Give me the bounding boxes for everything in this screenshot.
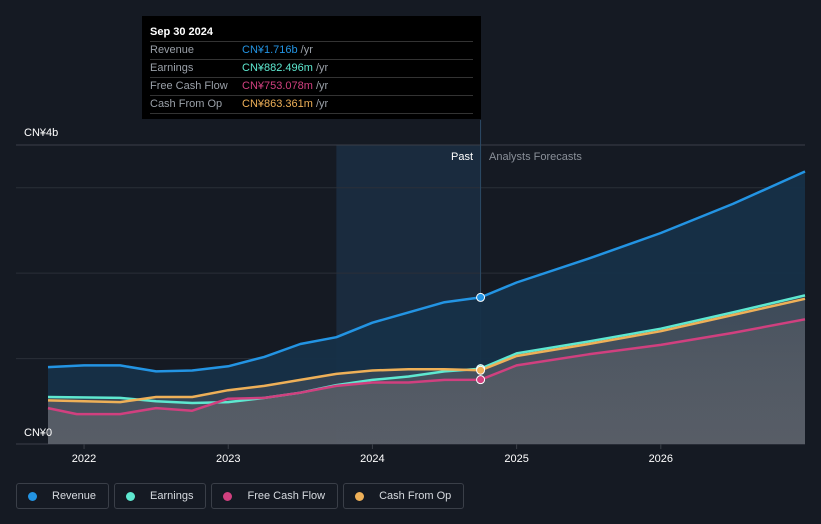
legend-label: Free Cash Flow xyxy=(247,490,326,502)
tooltip-unit: /yr xyxy=(315,80,329,92)
tooltip-label: Cash From Op xyxy=(150,98,223,110)
tooltip-value: CN¥753.078m xyxy=(242,80,313,92)
area-cash-from-op xyxy=(48,298,805,444)
legend-item-free-cash-flow[interactable]: Free Cash Flow xyxy=(211,483,339,509)
x-tick-label: 2023 xyxy=(216,453,240,465)
tooltip-label: Revenue xyxy=(150,44,195,56)
legend-item-revenue[interactable]: Revenue xyxy=(16,483,110,509)
legend-label: Revenue xyxy=(52,490,97,502)
tooltip-unit: /yr xyxy=(315,98,329,110)
x-tick-label: 2025 xyxy=(504,453,528,465)
point-revenue[interactable] xyxy=(476,292,486,302)
x-tick-label: 2026 xyxy=(649,453,673,465)
point-cash-from-op[interactable] xyxy=(476,365,486,375)
tooltip-value: CN¥1.716b xyxy=(242,44,298,56)
tooltip-label: Free Cash Flow xyxy=(150,80,228,92)
legend-dot-icon xyxy=(126,491,136,501)
line-earnings xyxy=(47,294,806,405)
legend-dot-icon xyxy=(223,491,233,501)
tooltip-row: Revenue CN¥1.716b/yr xyxy=(150,42,473,60)
tooltip-unit: /yr xyxy=(315,62,329,74)
x-tick-label: 2022 xyxy=(72,453,96,465)
legend-dot-icon xyxy=(28,491,37,501)
legend-label: Earnings xyxy=(150,490,194,502)
tooltip-label: Earnings xyxy=(150,62,194,74)
legend-item-earnings[interactable]: Earnings xyxy=(114,483,207,509)
legend: Revenue Earnings Free Cash Flow Cash From O… xyxy=(16,483,465,509)
line-free-cash-flow xyxy=(47,318,806,416)
tooltip-row: Free Cash Flow CN¥753.078m/yr xyxy=(150,78,473,96)
tooltip: Sep 30 2024 Revenue CN¥1.716b/yr Earnings C… xyxy=(142,16,481,119)
tooltip-date: Sep 30 2024 xyxy=(150,24,473,42)
y-axis-top-label: CN¥4b xyxy=(24,127,58,139)
y-axis-zero-label: CN¥0 xyxy=(24,427,52,439)
legend-item-cash-from-op[interactable]: Cash From Op xyxy=(343,483,465,509)
tooltip-row: Earnings CN¥882.496m/yr xyxy=(150,60,473,78)
legend-label: Cash From Op xyxy=(379,490,452,502)
tooltip-value: CN¥863.361m xyxy=(242,98,313,110)
x-tick-label: 2024 xyxy=(360,453,384,465)
point-free-cash-flow[interactable] xyxy=(476,375,486,385)
past-label: Past xyxy=(451,151,473,163)
line-revenue xyxy=(47,170,806,373)
forecast-label: Analysts Forecasts xyxy=(489,151,582,163)
tooltip-value: CN¥882.496m xyxy=(242,62,313,74)
line-cash-from-op xyxy=(47,297,806,404)
legend-dot-icon xyxy=(355,491,365,501)
tooltip-unit: /yr xyxy=(300,44,313,56)
tooltip-row: Cash From Op CN¥863.361m/yr xyxy=(150,96,473,114)
